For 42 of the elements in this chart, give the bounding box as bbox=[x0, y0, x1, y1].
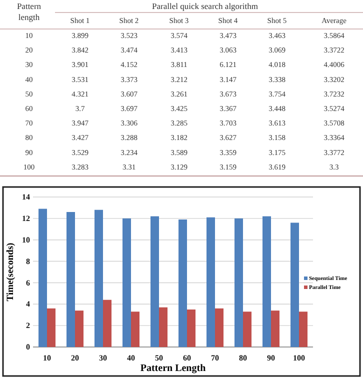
bar bbox=[234, 218, 243, 347]
x-tick-label: 30 bbox=[99, 354, 107, 363]
bar bbox=[178, 220, 187, 347]
y-tick-label: 10 bbox=[22, 235, 30, 244]
x-tick-label: 90 bbox=[267, 354, 275, 363]
x-tick-label: 20 bbox=[71, 354, 79, 363]
x-axis-title: Pattern Length bbox=[140, 363, 206, 374]
bar bbox=[299, 312, 308, 347]
y-tick-label: 0 bbox=[26, 342, 30, 352]
y-tick-label: 6 bbox=[26, 278, 30, 288]
y-tick-label: 12 bbox=[22, 214, 30, 223]
bar bbox=[150, 216, 159, 347]
bar bbox=[206, 217, 215, 347]
bar bbox=[94, 210, 103, 347]
x-tick-label: 40 bbox=[127, 354, 135, 363]
x-tick-label: 100 bbox=[293, 354, 305, 363]
x-tick-label: 80 bbox=[239, 354, 247, 363]
bar bbox=[47, 308, 56, 347]
bar bbox=[122, 218, 131, 347]
y-tick-label: 8 bbox=[26, 256, 30, 266]
y-axis-title: Time(seconds) bbox=[6, 242, 16, 302]
y-tick-label: 2 bbox=[26, 321, 30, 330]
bar bbox=[243, 312, 252, 347]
bar bbox=[262, 216, 271, 347]
bar bbox=[215, 308, 224, 347]
x-tick-label: 50 bbox=[155, 354, 163, 363]
y-axis-title: Pattern length bbox=[16, 1, 42, 22]
y-tick-label: 14 bbox=[22, 192, 30, 202]
x-tick-label: 10 bbox=[43, 354, 51, 363]
bar bbox=[187, 310, 196, 347]
x-tick-label: 60 bbox=[183, 354, 191, 363]
bar bbox=[131, 312, 140, 347]
bar bbox=[38, 208, 47, 347]
x-tick-label: 70 bbox=[211, 354, 219, 363]
bar bbox=[66, 212, 75, 347]
bar bbox=[75, 310, 84, 347]
y-tick-label: 4 bbox=[26, 300, 30, 309]
bar bbox=[290, 222, 299, 347]
chart-title: Parallel quick search algorithm bbox=[152, 1, 258, 11]
bar bbox=[271, 310, 280, 347]
bar bbox=[103, 300, 112, 347]
bar bbox=[159, 307, 168, 347]
